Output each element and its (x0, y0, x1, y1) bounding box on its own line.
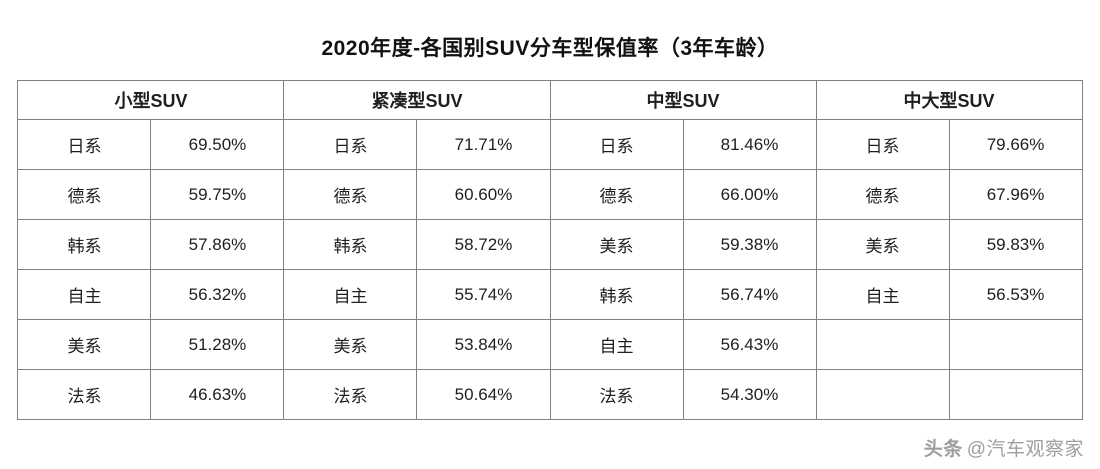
country-cell: 法系 (17, 369, 152, 420)
table-row: 自主 56.32% 自主 55.74% 韩系 56.74% 自主 56.53% (17, 269, 1083, 320)
country-cell: 法系 (549, 369, 684, 420)
value-cell: 56.53% (948, 269, 1083, 320)
table-row: 韩系 57.86% 韩系 58.72% 美系 59.38% 美系 59.83% (17, 219, 1083, 270)
country-cell: 德系 (283, 169, 418, 220)
value-cell: 56.32% (150, 269, 285, 320)
value-cell: 56.74% (682, 269, 817, 320)
page-title: 2020年度-各国别SUV分车型保值率（3年车龄） (321, 37, 779, 60)
country-cell: 自主 (815, 269, 950, 320)
value-cell: 53.84% (416, 319, 551, 370)
country-cell: 日系 (549, 119, 684, 170)
value-cell: 56.43% (682, 319, 817, 370)
value-cell: 67.96% (948, 169, 1083, 220)
country-cell: 美系 (17, 319, 152, 370)
country-cell: 韩系 (549, 269, 684, 320)
value-cell: 55.74% (416, 269, 551, 320)
country-cell: 法系 (283, 369, 418, 420)
value-cell: 50.64% (416, 369, 551, 420)
column-group-header-mid-suv: 中型SUV (549, 80, 817, 120)
value-cell: 79.66% (948, 119, 1083, 170)
value-cell: 71.71% (416, 119, 551, 170)
column-group-header-mid-large-suv: 中大型SUV (815, 80, 1083, 120)
value-cell: 59.75% (150, 169, 285, 220)
resale-value-table: 小型SUV 紧凑型SUV 中型SUV 中大型SUV 日系 69.50% 日系 7… (17, 80, 1083, 420)
country-cell: 美系 (815, 219, 950, 270)
value-cell: 58.72% (416, 219, 551, 270)
value-cell: 46.63% (150, 369, 285, 420)
empty-cell (815, 369, 950, 420)
country-cell: 德系 (815, 169, 950, 220)
value-cell: 60.60% (416, 169, 551, 220)
value-cell: 57.86% (150, 219, 285, 270)
value-cell: 54.30% (682, 369, 817, 420)
country-cell: 自主 (17, 269, 152, 320)
watermark: 头条 @汽车观察家 (924, 434, 1084, 461)
table-row: 日系 69.50% 日系 71.71% 日系 81.46% 日系 79.66% (17, 119, 1083, 170)
value-cell: 66.00% (682, 169, 817, 220)
country-cell: 德系 (549, 169, 684, 220)
country-cell: 韩系 (283, 219, 418, 270)
watermark-handle: @汽车观察家 (966, 439, 1084, 460)
value-cell: 81.46% (682, 119, 817, 170)
table-row: 德系 59.75% 德系 60.60% 德系 66.00% 德系 67.96% (17, 169, 1083, 220)
country-cell: 自主 (283, 269, 418, 320)
country-cell: 美系 (549, 219, 684, 270)
value-cell: 51.28% (150, 319, 285, 370)
country-cell: 韩系 (17, 219, 152, 270)
country-cell: 美系 (283, 319, 418, 370)
value-cell: 59.38% (682, 219, 817, 270)
empty-cell (948, 319, 1083, 370)
column-group-header-small-suv: 小型SUV (17, 80, 285, 120)
column-group-header-compact-suv: 紧凑型SUV (283, 80, 551, 120)
country-cell: 日系 (17, 119, 152, 170)
country-cell: 日系 (283, 119, 418, 170)
empty-cell (948, 369, 1083, 420)
table-header-row: 小型SUV 紧凑型SUV 中型SUV 中大型SUV (17, 80, 1083, 120)
country-cell: 德系 (17, 169, 152, 220)
country-cell: 日系 (815, 119, 950, 170)
empty-cell (815, 319, 950, 370)
toutiao-logo: 头条 (923, 439, 963, 460)
country-cell: 自主 (549, 319, 684, 370)
table-row: 法系 46.63% 法系 50.64% 法系 54.30% (17, 369, 1083, 420)
value-cell: 59.83% (948, 219, 1083, 270)
table-row: 美系 51.28% 美系 53.84% 自主 56.43% (17, 319, 1083, 370)
value-cell: 69.50% (150, 119, 285, 170)
